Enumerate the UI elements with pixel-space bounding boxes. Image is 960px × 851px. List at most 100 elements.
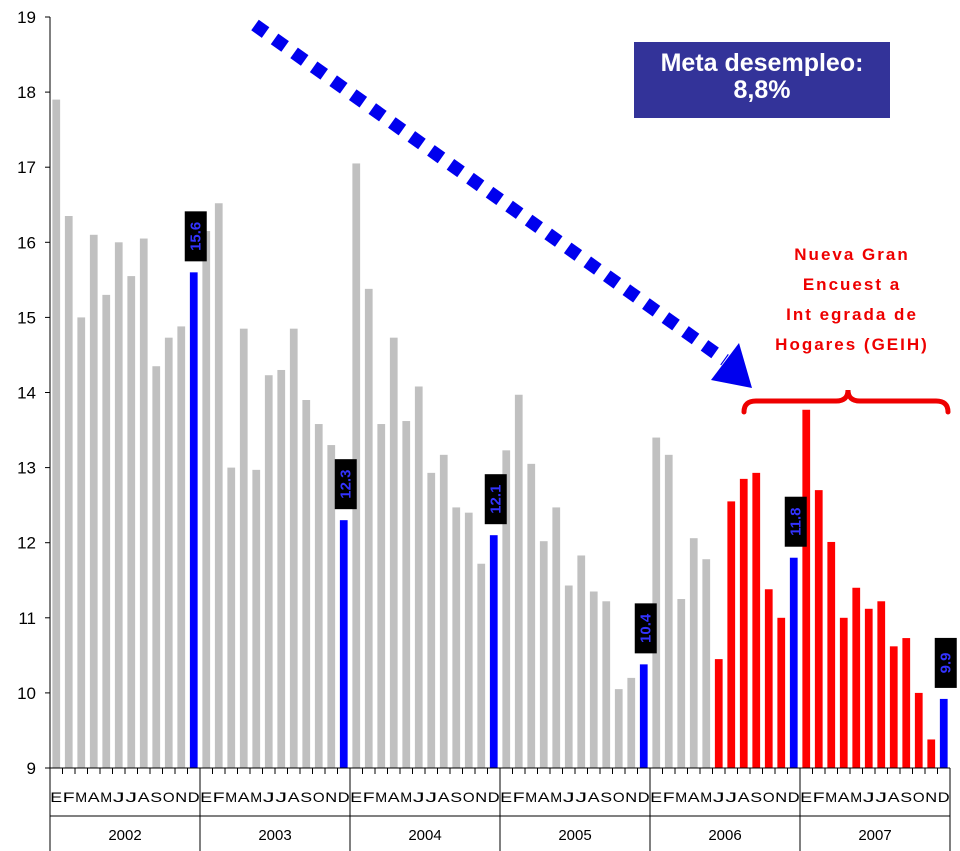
bar bbox=[477, 563, 486, 768]
bar bbox=[89, 234, 98, 769]
data-label-text: 10.4 bbox=[637, 613, 654, 643]
month-tick-label: A bbox=[738, 789, 751, 805]
bar bbox=[852, 587, 861, 768]
month-tick-label: M bbox=[850, 789, 862, 805]
month-tick-label: N bbox=[325, 789, 337, 805]
bar bbox=[77, 317, 86, 768]
bar bbox=[864, 608, 873, 768]
month-tick-label: N bbox=[925, 789, 937, 805]
new-survey-line-3: Int egrada de bbox=[786, 305, 918, 324]
bar bbox=[252, 469, 261, 768]
data-label-box bbox=[934, 637, 957, 688]
month-tick-label: N bbox=[475, 789, 487, 805]
target-box-line1: Meta desempleo: bbox=[660, 49, 864, 77]
bar bbox=[127, 276, 136, 768]
month-tick-label: M bbox=[700, 789, 712, 805]
month-tick-label: S bbox=[150, 789, 162, 805]
bar bbox=[139, 238, 148, 769]
month-tick-label: F bbox=[63, 789, 75, 805]
month-tick-label: A bbox=[388, 789, 401, 805]
data-label-box bbox=[634, 603, 657, 654]
bar bbox=[877, 601, 886, 768]
bar bbox=[814, 490, 823, 768]
new-survey-line-2: Encuest a bbox=[802, 275, 902, 294]
bar bbox=[402, 421, 411, 768]
month-tick-label: M bbox=[525, 789, 537, 805]
month-tick-label: D bbox=[338, 789, 350, 805]
y-tick-label: 10 bbox=[17, 684, 36, 703]
month-tick-label: J bbox=[263, 789, 275, 805]
bar bbox=[714, 659, 723, 768]
bar bbox=[377, 424, 386, 768]
data-label-text: 15.6 bbox=[187, 222, 204, 251]
bars bbox=[52, 99, 948, 769]
bar bbox=[64, 216, 73, 768]
bar bbox=[652, 437, 661, 768]
bar bbox=[902, 638, 911, 768]
month-tick-label: A bbox=[138, 789, 151, 805]
bar bbox=[539, 541, 548, 768]
bar bbox=[514, 394, 523, 768]
year-label: 2003 bbox=[258, 827, 291, 844]
data-label: 15.6 bbox=[184, 211, 207, 262]
bar bbox=[589, 591, 598, 768]
y-tick-label: 9 bbox=[27, 759, 36, 778]
year-label: 2007 bbox=[858, 827, 891, 844]
data-label-box bbox=[184, 211, 207, 262]
month-tick-label: M bbox=[250, 789, 262, 805]
month-tick-label: O bbox=[313, 789, 325, 805]
month-tick-label: A bbox=[438, 789, 451, 805]
data-label: 9.9 bbox=[934, 637, 957, 688]
bar bbox=[827, 541, 836, 768]
month-tick-label: J bbox=[563, 789, 575, 805]
bar bbox=[427, 472, 436, 768]
bar bbox=[664, 454, 673, 768]
month-tick-label: O bbox=[913, 789, 925, 805]
y-tick-label: 14 bbox=[17, 384, 36, 403]
y-tick-label: 11 bbox=[18, 609, 36, 628]
month-tick-label: F bbox=[513, 789, 525, 805]
bar bbox=[164, 337, 173, 768]
new-survey-annotation: Nueva Gran Encuest a Int egrada de Hogar… bbox=[742, 240, 960, 360]
month-tick-label: M bbox=[375, 789, 387, 805]
month-tick-label: J bbox=[875, 789, 887, 805]
data-label-box bbox=[784, 496, 807, 547]
bar bbox=[152, 366, 161, 768]
new-survey-line-4: Hogares (GEIH) bbox=[775, 335, 929, 354]
month-tick-label: F bbox=[213, 789, 225, 805]
data-label: 10.4 bbox=[634, 603, 657, 654]
month-tick-label: M bbox=[825, 789, 837, 805]
month-tick-label: J bbox=[125, 789, 137, 805]
bar bbox=[277, 369, 286, 768]
bar bbox=[52, 99, 61, 769]
month-tick-label: N bbox=[625, 789, 637, 805]
bar bbox=[802, 409, 811, 768]
month-tick-label: O bbox=[463, 789, 475, 805]
month-tick-label: N bbox=[775, 789, 787, 805]
bar bbox=[889, 646, 898, 768]
data-label-text: 12.3 bbox=[337, 470, 354, 499]
bar bbox=[602, 601, 611, 768]
trend-arrow-head bbox=[711, 343, 752, 388]
y-tick-label: 12 bbox=[17, 534, 36, 553]
bar bbox=[102, 294, 111, 768]
bar bbox=[752, 472, 761, 768]
bar bbox=[264, 375, 273, 768]
month-tick-label: M bbox=[100, 789, 112, 805]
bar bbox=[577, 555, 586, 768]
y-tick-label: 19 bbox=[17, 8, 36, 27]
month-tick-label: E bbox=[800, 789, 812, 805]
bar bbox=[789, 557, 798, 768]
bar bbox=[364, 288, 373, 768]
bar bbox=[227, 467, 236, 768]
month-tick-label: S bbox=[750, 789, 762, 805]
month-tick-label: F bbox=[363, 789, 375, 805]
data-label: 12.1 bbox=[484, 474, 507, 525]
month-tick-label: A bbox=[888, 789, 901, 805]
data-label-box bbox=[484, 474, 507, 525]
bar bbox=[727, 501, 736, 768]
month-tick-label: A bbox=[88, 789, 101, 805]
bar bbox=[627, 677, 636, 768]
data-label-box bbox=[334, 459, 357, 510]
